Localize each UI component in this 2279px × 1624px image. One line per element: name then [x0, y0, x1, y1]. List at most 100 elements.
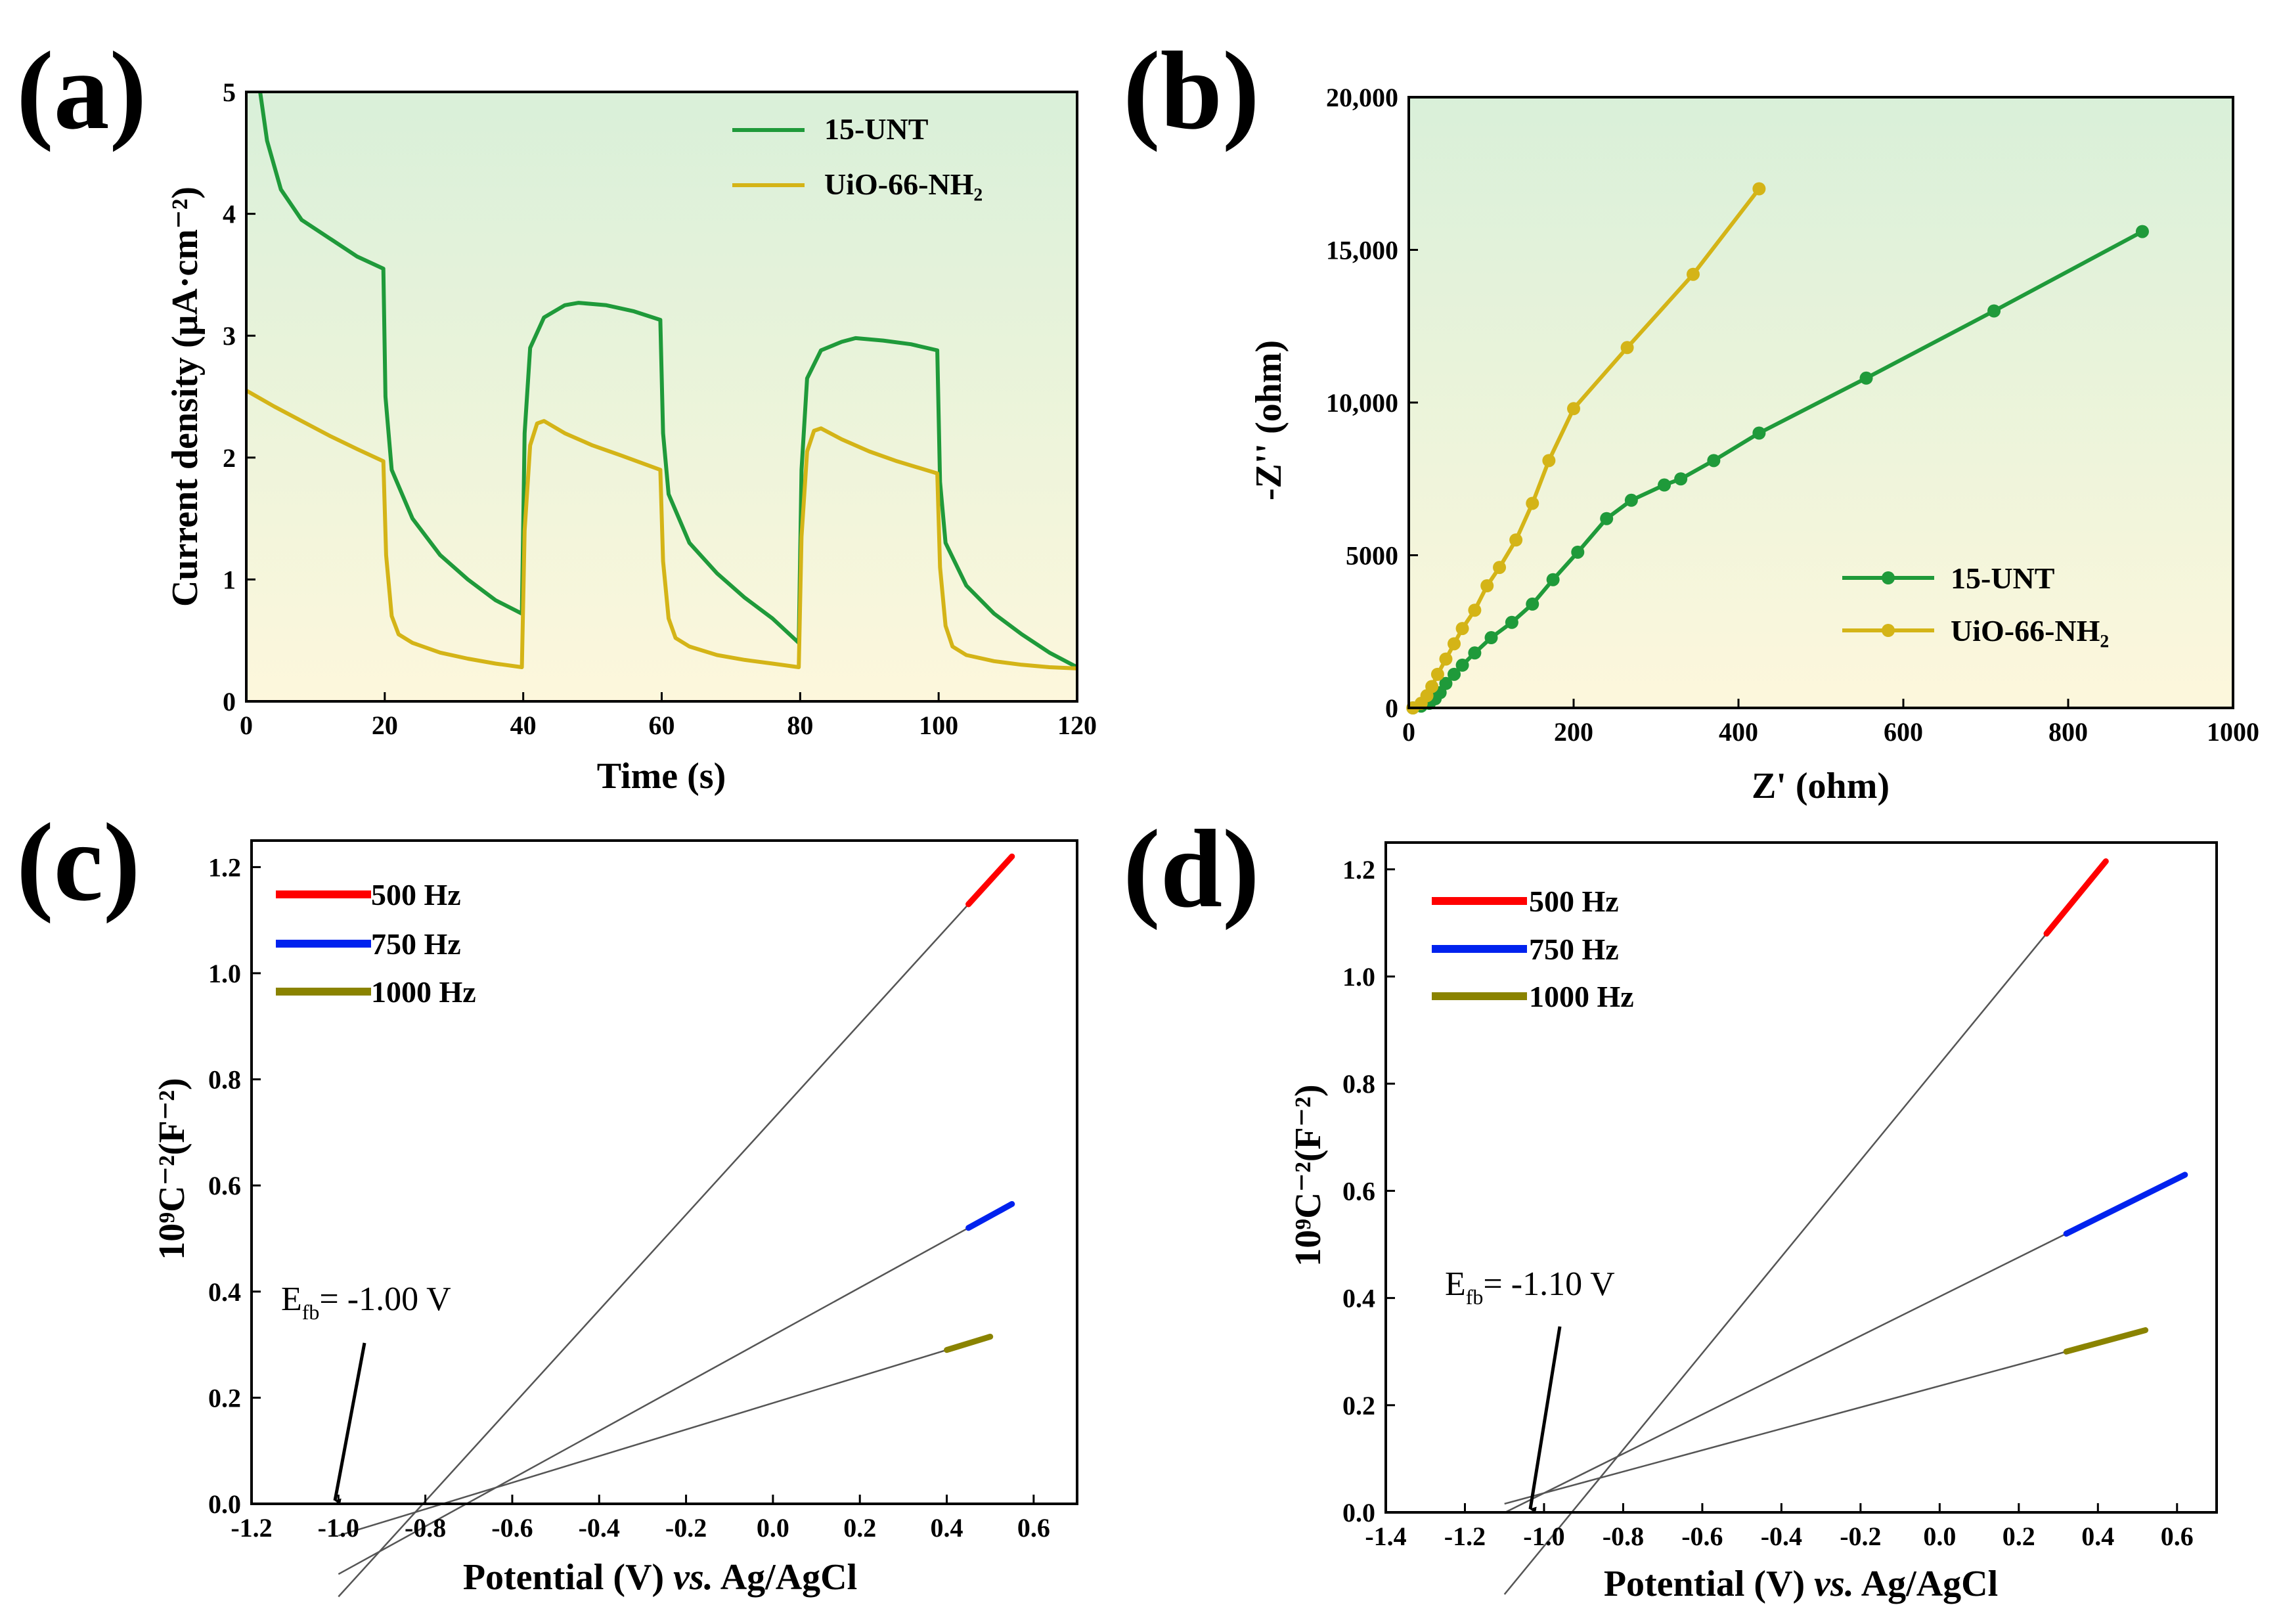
series-line-15-unt	[258, 91, 1078, 669]
y-axis-title-c: 10⁹C⁻²(F⁻²)	[152, 1078, 192, 1260]
y-tick-label: 0.0	[1342, 1498, 1375, 1527]
data-point	[1686, 267, 1700, 281]
x-tick-label: 0.0	[1923, 1522, 1956, 1551]
y-tick-label: 1.0	[1342, 962, 1375, 992]
panel-letter-c: (c)	[16, 801, 141, 924]
fit-line	[1504, 1233, 2067, 1514]
x-tick-label: -0.2	[1840, 1522, 1881, 1551]
legend-label-a-uio: UiO-66-NH₂	[824, 167, 983, 201]
panel-c: -1.2 -1.0 -0.8 -0.6 -0.4 -0.2 0.0 0.2 0.4 0.6 0.0 0…	[152, 839, 1078, 1598]
legend-marker-b-uio	[1882, 624, 1895, 637]
efb-annotation-d: Efb= -1.10 V	[1445, 1265, 1615, 1514]
data-point	[1480, 579, 1494, 592]
x-tick-label: 0	[1402, 717, 1415, 747]
data-point	[1468, 604, 1482, 617]
x-tick-label: -1.0	[318, 1513, 359, 1543]
y-tick-label: 0.8	[208, 1065, 241, 1095]
y-tick-label: 1.0	[208, 959, 241, 988]
y-tick-label: 0	[223, 687, 236, 716]
data-point	[1493, 561, 1507, 575]
data-point	[1620, 341, 1634, 355]
legend-b: 15-UNT UiO-66-NH₂	[1842, 561, 2109, 647]
y-axis-title-d: 10⁹C⁻²(F⁻²)	[1288, 1084, 1329, 1266]
panel-letter-b: (b)	[1123, 29, 1260, 152]
x-tick-label: 0.0	[757, 1513, 789, 1543]
data-point	[1624, 493, 1638, 507]
y-tick-label: 0.8	[1342, 1069, 1375, 1099]
y-tick-label: 0.2	[1342, 1391, 1375, 1420]
x-tick-label: 800	[2048, 717, 2088, 747]
series-segment-1000-hz	[944, 1333, 994, 1353]
x-tick-label: -0.4	[579, 1513, 620, 1543]
ticks-group-b: 0 200 400 600 800 1000 0 5000 10,000 15,000 20,000	[1326, 83, 2259, 747]
fit-line	[1503, 933, 2047, 1595]
plot-area-c	[252, 841, 1077, 1504]
efb-arrow-c	[333, 1342, 366, 1505]
x-axis-title-d: Potential (V) vs. Ag/AgCl	[1604, 1564, 1998, 1604]
x-axis-title-c: Potential (V) vs. Ag/AgCl	[463, 1557, 857, 1598]
x-tick-label: -1.2	[231, 1513, 272, 1543]
x-tick-label: 40	[510, 711, 537, 740]
plot-area-d	[1386, 843, 2217, 1512]
data-point	[1484, 631, 1498, 645]
efb-arrow-d	[1528, 1326, 1562, 1514]
data-point	[1425, 680, 1439, 693]
data-point	[1567, 402, 1580, 416]
panel-letter-a: (a)	[16, 29, 146, 152]
axes-frame-d	[1384, 841, 2218, 1514]
data-point	[1987, 304, 2001, 318]
fit-line	[338, 1227, 969, 1575]
data-point	[1546, 573, 1560, 586]
efb-label-d: Efb= -1.10 V	[1445, 1265, 1615, 1309]
legend-label-c-500: 500 Hz	[371, 878, 461, 911]
legend-label-b-uio: UiO-66-NH₂	[1951, 614, 2109, 647]
y-tick-label: 0.0	[208, 1489, 241, 1519]
legend-label-b-15unt: 15-UNT	[1951, 561, 2054, 595]
y-tick-label: 5000	[1346, 541, 1398, 571]
ticks-group-c: -1.2 -1.0 -0.8 -0.6 -0.4 -0.2 0.0 0.2 0.4 0.6 0.0 0…	[208, 852, 1050, 1543]
x-tick-label: 0.4	[2081, 1522, 2114, 1551]
x-tick-label: 200	[1554, 717, 1593, 747]
data-point	[1448, 667, 1461, 681]
x-tick-label: 1000	[2207, 717, 2259, 747]
y-tick-label: 0	[1385, 693, 1398, 723]
data-point	[1571, 545, 1585, 559]
legend-c: 500 Hz 750 Hz 1000 Hz	[276, 878, 476, 1009]
panel-letter-d: (d)	[1123, 807, 1260, 931]
data-point	[1439, 652, 1453, 666]
data-point	[1448, 637, 1461, 651]
legend-a: 15-UNT UiO-66-NH₂	[732, 112, 983, 201]
x-tick-label: -0.8	[1603, 1522, 1644, 1551]
ticks-group-d: -1.4 -1.2 -1.0 -0.8 -0.6 -0.4 -0.2 0.0 0.2 0.4 0.6…	[1342, 855, 2194, 1551]
data-point	[2135, 225, 2149, 238]
legend-label-a-15unt: 15-UNT	[824, 112, 928, 146]
fit-line	[338, 904, 969, 1598]
data-point	[1600, 512, 1614, 525]
series-group-a	[245, 91, 1078, 670]
axes-frame-c	[250, 839, 1078, 1505]
x-tick-label: 600	[1884, 717, 1923, 747]
data-point	[1505, 615, 1518, 629]
efb-annotation-c: Efb= -1.00 V	[281, 1281, 451, 1505]
series-segment-500-hz	[965, 853, 1015, 908]
panel-a: 0 20 40 60 80 100 120 0 1 2 3 4 5 Time (s) Current d…	[165, 77, 1097, 797]
legend-label-c-1000: 1000 Hz	[371, 975, 476, 1009]
y-tick-label: 0.4	[208, 1277, 241, 1307]
data-point	[1509, 533, 1523, 547]
data-point	[1859, 371, 1873, 385]
y-tick-label: 0.4	[1342, 1284, 1375, 1313]
y-tick-label: 3	[223, 321, 236, 351]
y-tick-label: 2	[223, 443, 236, 473]
data-point	[1707, 454, 1721, 468]
data-point	[1752, 182, 1766, 196]
data-point	[1542, 454, 1556, 468]
series-segment-750-hz	[2063, 1172, 2188, 1237]
data-point	[1674, 472, 1688, 486]
y-tick-label: 10,000	[1326, 388, 1398, 418]
legend-label-c-750: 750 Hz	[371, 927, 461, 961]
x-tick-label: 0.2	[2002, 1522, 2035, 1551]
legend-label-d-1000: 1000 Hz	[1529, 980, 1634, 1013]
x-tick-label: -0.8	[405, 1513, 446, 1543]
data-point	[1468, 646, 1482, 660]
